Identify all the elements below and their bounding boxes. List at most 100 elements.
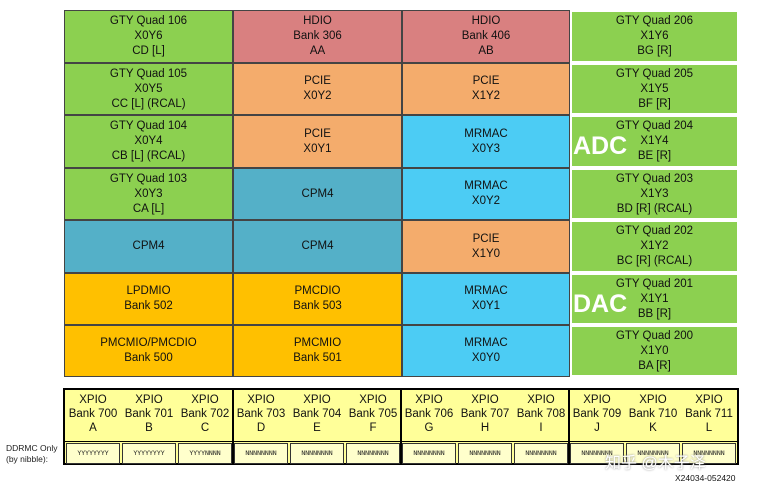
block-gty-quad-206-r0-c3: GTY Quad 206 X1Y6 BG [R] <box>570 10 739 63</box>
block-text-line: GTY Quad 105 <box>109 67 188 80</box>
xpio-group-divider <box>400 390 402 463</box>
block-text-line: Bank 502 <box>124 300 173 312</box>
block-pmcmio-r6-c1: PMCMIO Bank 501 <box>233 325 402 377</box>
block-text-line: X0Y1 <box>471 300 501 312</box>
block-text-line: CPM4 <box>132 240 165 252</box>
block-mrmac-r3-c2: MRMAC X0Y2 <box>402 168 570 220</box>
xpio-text: XPIO <box>527 394 555 406</box>
nibble-cell-8: NNNNNNNN <box>514 443 568 464</box>
xpio-group-divider <box>232 390 234 463</box>
xpio-text: XPIO <box>135 394 163 406</box>
block-text-line: PMCMIO <box>293 337 342 349</box>
block-text-line: X0Y6 <box>134 30 163 42</box>
ddrmc-label-line2: (by nibble): <box>6 454 49 464</box>
xpio-text: B <box>145 422 153 434</box>
block-text-line: BB [R] <box>637 307 672 320</box>
xpio-text: XPIO <box>79 394 107 406</box>
block-text-line: GTY Quad 104 <box>109 120 188 132</box>
xpio-bank-4: XPIO Bank 704 E <box>289 393 345 435</box>
xpio-text: F <box>369 422 377 434</box>
block-text-line: GTY Quad 103 <box>109 172 188 185</box>
nibble-cell-9: NNNNNNNN <box>570 443 624 464</box>
xpio-bank-9: XPIO Bank 709 J <box>569 393 625 435</box>
xpio-bank-6: XPIO Bank 706 G <box>401 393 457 435</box>
block-gty-quad-205-r1-c3: GTY Quad 205 X1Y5 BF [R] <box>570 63 739 115</box>
block-text-line: PCIE <box>472 75 500 87</box>
nibble-cell-3: NNNNNNNN <box>234 443 288 464</box>
block-text-line: CB [L] (RCAL) <box>111 150 186 162</box>
block-pcie-r2-c1: PCIE X0Y1 <box>233 115 402 168</box>
nibble-cell-6: NNNNNNNN <box>402 443 456 464</box>
nibble-cell-10: NNNNNNNN <box>626 443 680 464</box>
block-pcie-r1-c1: PCIE X0Y2 <box>233 63 402 115</box>
xpio-text: XPIO <box>583 394 611 406</box>
block-text-line: X1Y5 <box>640 82 669 95</box>
block-text-line: MRMAC <box>464 337 508 349</box>
block-mrmac-r6-c2: MRMAC X0Y0 <box>402 325 570 377</box>
block-text-line: BC [R] (RCAL) <box>616 255 693 267</box>
block-text-line: CPM4 <box>301 187 334 200</box>
block-gty-quad-204-r2-c3: GTY Quad 204 X1Y4 BE [R] <box>570 115 739 168</box>
block-text-line: BG [R] <box>637 45 672 57</box>
block-gty-quad-202-r4-c3: GTY Quad 202 X1Y2 BC [R] (RCAL) <box>570 220 739 273</box>
block-text-line: BF [R] <box>638 97 671 110</box>
xpio-text: D <box>256 422 266 434</box>
block-text-line: GTY Quad 203 <box>615 172 694 185</box>
figure-code: X24034-052420 <box>675 473 736 483</box>
block-text-line: X1Y2 <box>471 90 501 102</box>
xpio-text: Bank 701 <box>124 408 174 420</box>
block-text-line: X0Y3 <box>134 187 163 200</box>
block-pmcdio-r5-c1: PMCDIO Bank 503 <box>233 273 402 325</box>
xpio-text: XPIO <box>191 394 219 406</box>
block-text-line: PCIE <box>472 232 500 245</box>
xpio-text: A <box>89 422 97 434</box>
block-text-line: X0Y4 <box>134 135 163 147</box>
block-hdio-r0-c2: HDIO Bank 406 AB <box>402 10 570 63</box>
xpio-text: Bank 704 <box>292 408 342 420</box>
xpio-group-divider <box>568 390 570 463</box>
block-cpm4-r4-c1: CPM4 <box>233 220 402 273</box>
xpio-text: XPIO <box>639 394 667 406</box>
xpio-text: XPIO <box>303 394 331 406</box>
block-text-line: CPM4 <box>301 240 334 252</box>
xpio-bank-7: XPIO Bank 707 H <box>457 393 513 435</box>
ddrmc-label-line1: DDRMC Only <box>6 443 58 453</box>
xpio-text: Bank 709 <box>572 408 622 420</box>
block-gty-quad-104-r2-c0: GTY Quad 104 X0Y4 CB [L] (RCAL) <box>64 115 233 168</box>
block-mrmac-r5-c2: MRMAC X0Y1 <box>402 273 570 325</box>
block-pcie-r1-c2: PCIE X1Y2 <box>402 63 570 115</box>
block-gty-quad-200-r6-c3: GTY Quad 200 X1Y0 BA [R] <box>570 325 739 377</box>
xpio-bank-1: XPIO Bank 701 B <box>121 393 177 435</box>
block-pcie-r4-c2: PCIE X1Y0 <box>402 220 570 273</box>
block-text-line: LPDMIO <box>126 285 171 297</box>
xpio-bank-5: XPIO Bank 705 F <box>345 393 401 435</box>
xpio-text: XPIO <box>695 394 723 406</box>
block-text-line: GTY Quad 202 <box>615 225 694 237</box>
xpio-bank-0: XPIO Bank 700 A <box>65 393 121 435</box>
xpio-text: E <box>313 422 321 434</box>
xpio-text: Bank 707 <box>460 408 510 420</box>
block-gty-quad-105-r1-c0: GTY Quad 105 X0Y5 CC [L] (RCAL) <box>64 63 233 115</box>
block-text-line: X1Y4 <box>640 135 669 147</box>
block-text-line: X0Y2 <box>471 195 501 207</box>
xpio-bank-2: XPIO Bank 702 C <box>177 393 233 435</box>
block-text-line: Bank 500 <box>124 352 173 364</box>
block-text-line: CC [L] (RCAL) <box>111 97 186 110</box>
block-text-line: GTY Quad 106 <box>109 15 188 27</box>
block-text-line: X1Y6 <box>640 30 669 42</box>
watermark: 知乎 @木子泽 <box>605 455 706 472</box>
block-text-line: AA <box>309 45 326 57</box>
xpio-text: Bank 711 <box>685 408 733 420</box>
block-text-line: AB <box>478 45 494 57</box>
block-text-line: GTY Quad 206 <box>615 15 694 27</box>
block-text-line: X0Y5 <box>134 82 163 95</box>
xpio-text: XPIO <box>247 394 275 406</box>
block-text-line: GTY Quad 201 <box>615 277 694 290</box>
block-text-line: GTY Quad 204 <box>615 120 694 132</box>
xpio-text: Bank 702 <box>180 408 230 420</box>
xpio-bank-8: XPIO Bank 708 I <box>513 393 569 435</box>
block-text-line: MRMAC <box>464 180 508 192</box>
block-text-line: MRMAC <box>464 127 508 140</box>
nibble-cell-4: NNNNNNNN <box>290 443 344 464</box>
block-text-line: Bank 306 <box>293 30 342 42</box>
